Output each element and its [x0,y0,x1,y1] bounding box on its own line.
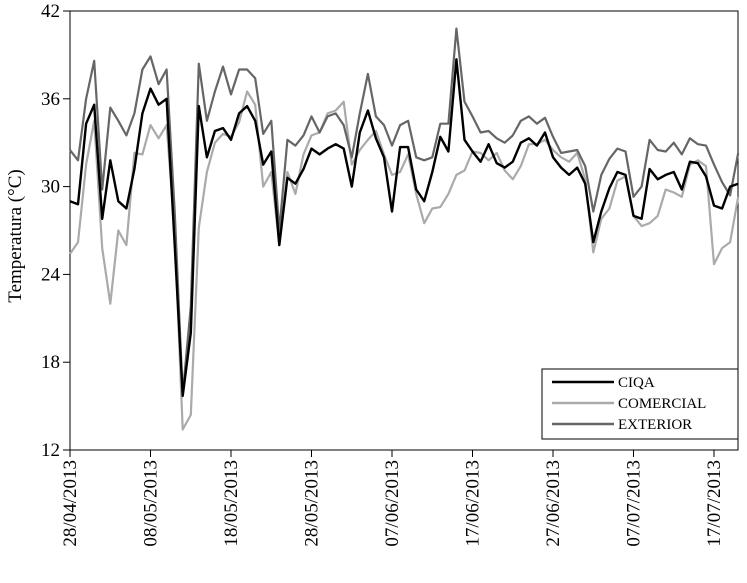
x-tick-label: 27/06/2013 [543,460,564,547]
y-tick-label: 30 [41,177,60,198]
series-line-exterior [69,27,740,396]
y-tick-label: 24 [41,264,61,285]
legend-label-comercial: COMERCIAL [618,396,706,412]
plot-frame [69,10,739,451]
y-tick-label: 12 [41,440,60,461]
x-tick-label: 18/05/2013 [221,460,242,547]
series-lines [69,27,740,431]
legend-label-ciqa: CIQA [618,375,655,391]
y-axis-title: Temperatura (°C) [5,169,26,302]
plot-border [69,10,739,451]
x-tick-label: 08/05/2013 [141,460,162,547]
x-axis: 28/04/2013 08/05/2013 18/05/2013 28/05/2013… [60,450,725,547]
y-tick-label: 36 [41,89,60,110]
x-tick-label: 17/07/2013 [704,460,725,547]
series-line-ciqa [69,58,739,398]
legend: CIQA COMERCIAL EXTERIOR [541,368,739,440]
x-tick-label: 28/05/2013 [302,460,323,547]
x-tick-label: 17/06/2013 [463,460,484,547]
y-tick-label: 42 [41,1,60,22]
x-tick-label: 07/06/2013 [382,460,403,547]
x-tick-label: 28/04/2013 [60,460,81,547]
y-tick-label: 18 [41,352,60,373]
legend-label-exterior: EXTERIOR [618,417,692,433]
y-axis: 12 18 24 30 36 42 [41,1,70,461]
x-tick-label: 07/07/2013 [624,460,645,547]
